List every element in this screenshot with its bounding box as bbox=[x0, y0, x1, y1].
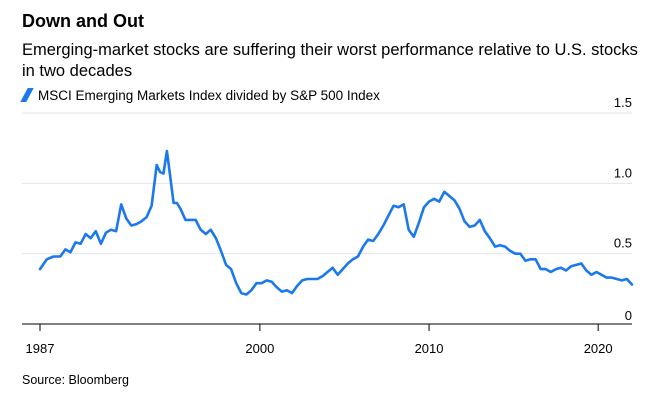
y-axis-labels: 0 0.5 1.0 1.5 bbox=[614, 95, 632, 323]
legend: MSCI Emerging Markets Index divided by S… bbox=[20, 86, 380, 104]
y-tick-label: 0 bbox=[625, 308, 632, 323]
y-tick-label: 0.5 bbox=[614, 236, 632, 251]
x-tick-label: 2010 bbox=[415, 341, 444, 356]
x-tick-label: 2000 bbox=[245, 341, 274, 356]
gridlines bbox=[22, 112, 632, 255]
chart-subtitle: Emerging-market stocks are suffering the… bbox=[22, 41, 638, 80]
series-line bbox=[38, 149, 634, 296]
legend-label: MSCI Emerging Markets Index divided by S… bbox=[38, 87, 380, 103]
y-tick-label: 1.5 bbox=[614, 95, 632, 110]
x-tick-label: 2020 bbox=[584, 341, 613, 356]
y-tick-label: 1.0 bbox=[614, 165, 632, 180]
x-tick-label: 1987 bbox=[26, 341, 55, 356]
x-axis bbox=[22, 323, 632, 331]
x-axis-labels: 1987 2000 2010 2020 bbox=[26, 341, 613, 356]
source-note: Source: Bloomberg bbox=[22, 373, 130, 387]
chart-title: Down and Out bbox=[22, 11, 144, 31]
series-layer bbox=[38, 149, 634, 296]
